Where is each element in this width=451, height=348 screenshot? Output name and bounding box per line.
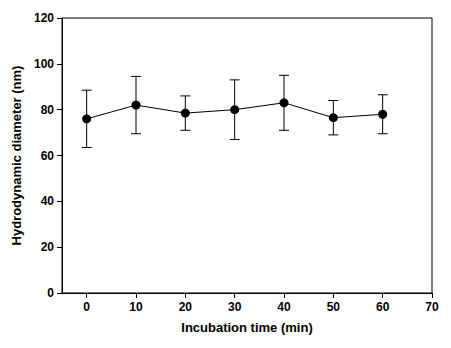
svg-text:70: 70	[425, 300, 439, 314]
svg-text:40: 40	[41, 194, 55, 208]
svg-text:40: 40	[277, 300, 291, 314]
svg-text:60: 60	[376, 300, 390, 314]
svg-text:Hydrodynamic diameter (nm): Hydrodynamic diameter (nm)	[9, 66, 24, 246]
svg-text:10: 10	[129, 300, 143, 314]
svg-text:100: 100	[34, 57, 54, 71]
svg-text:Incubation time (min): Incubation time (min)	[181, 320, 312, 335]
svg-text:30: 30	[228, 300, 242, 314]
svg-text:20: 20	[41, 240, 55, 254]
svg-text:0: 0	[83, 300, 90, 314]
svg-text:20: 20	[179, 300, 193, 314]
svg-text:120: 120	[34, 11, 54, 25]
svg-text:50: 50	[327, 300, 341, 314]
svg-text:0: 0	[47, 286, 54, 300]
svg-text:80: 80	[41, 103, 55, 117]
svg-text:60: 60	[41, 149, 55, 163]
